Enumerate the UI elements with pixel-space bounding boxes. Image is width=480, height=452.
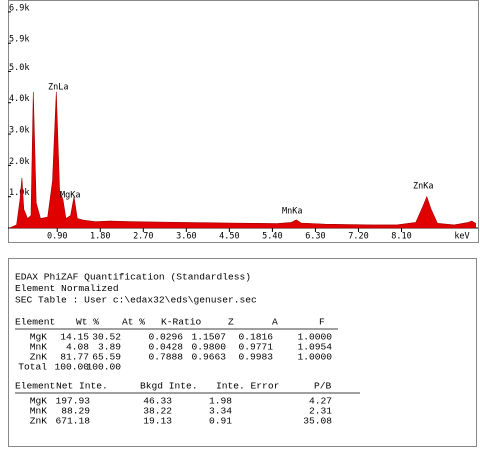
x-tick-label: 0.90 [47, 232, 67, 242]
table-cell: MnK [30, 342, 48, 353]
table-cell: 1.1507 [191, 332, 226, 343]
peak-label: ZnLa [48, 83, 68, 93]
table-header: Net Inte. [56, 381, 108, 392]
table-cell: 197.93 [55, 396, 90, 407]
table-cell: 0.0428 [148, 342, 183, 353]
table-cell: 4.08 [66, 342, 89, 353]
table-cell: 0.9800 [191, 342, 226, 353]
table-cell: 38.22 [143, 406, 172, 417]
table-header: Element [15, 317, 55, 328]
table-cell: 2.31 [309, 406, 332, 417]
x-tick-label: 7.20 [348, 232, 368, 242]
table-cell: 100.00 [86, 362, 121, 373]
table-header: P/B [314, 381, 332, 392]
table-header: Z [228, 317, 234, 328]
x-tick-label: 5.40 [262, 232, 282, 242]
table-cell: ZnK [30, 416, 48, 427]
spectrum-frame [8, 0, 479, 243]
y-tick-label: 4.0k [9, 94, 29, 104]
table-cell: MgK [30, 332, 48, 343]
y-tick-label: 1.0k [9, 188, 29, 198]
table-cell: 100.00 [54, 362, 89, 373]
table-cell: 0.91 [209, 416, 232, 427]
x-tick-label: 3.60 [176, 232, 196, 242]
table-cell: 0.1816 [238, 332, 273, 343]
table-cell: 81.77 [60, 352, 89, 363]
table-header: Element [15, 381, 55, 392]
table-cell: 1.98 [209, 396, 232, 407]
table-cell: ZnK [30, 352, 48, 363]
table-header: A [272, 317, 278, 328]
table-cell: 88.29 [61, 406, 90, 417]
table-cell: 65.59 [92, 352, 121, 363]
peak-label: MnKa [282, 207, 302, 217]
table-cell: 1.0000 [297, 332, 332, 343]
y-tick-label: 5.0k [9, 63, 29, 73]
x-tick-label: 8.10 [391, 232, 411, 242]
table-header: F [319, 317, 325, 328]
peak-label: ZnKa [413, 182, 433, 192]
x-axis-label: keV [454, 232, 469, 242]
table-cell: 35.08 [303, 416, 332, 427]
table-cell: 0.0296 [148, 332, 183, 343]
table-cell: 0.9663 [191, 352, 226, 363]
table-cell: 3.34 [209, 406, 232, 417]
table-header: Bkgd Inte. [140, 381, 198, 392]
x-tick-label: 2.70 [133, 232, 153, 242]
y-tick-label: 3.0k [9, 126, 29, 136]
x-tick-label: 6.30 [305, 232, 325, 242]
table-cell: 19.13 [143, 416, 172, 427]
table-cell: 0.9983 [238, 352, 273, 363]
table-cell: MgK [30, 396, 48, 407]
table-cell: 4.27 [309, 396, 332, 407]
table-header: Inte. Error [216, 381, 279, 392]
table-cell: Total [18, 362, 47, 373]
y-tick-label: 5.9k [9, 35, 29, 45]
table-cell: 30.52 [92, 332, 121, 343]
table-cell: 14.15 [60, 332, 89, 343]
y-tick-label: 6.9k [9, 3, 29, 13]
x-tick-label: 4.50 [219, 232, 239, 242]
table-header: K-Ratio [161, 317, 202, 328]
x-tick-label: 1.80 [90, 232, 110, 242]
table-cell: 3.89 [98, 342, 121, 353]
table-cell: 0.7888 [148, 352, 183, 363]
table-cell: MnK [30, 406, 48, 417]
table-header: At % [122, 317, 145, 328]
report-line: EDAX PhiZAF Quantification (Standardless… [15, 272, 251, 283]
table-cell: 46.33 [143, 396, 172, 407]
table-header: Wt % [76, 317, 99, 328]
report-frame [8, 258, 477, 447]
report-line: Element Normalized [15, 283, 119, 294]
report-line: SEC Table : User c:\edax32\eds\genuser.s… [15, 295, 257, 306]
peak-label: MgKa [60, 191, 80, 201]
table-cell: 1.0954 [297, 342, 332, 353]
table-cell: 1.0000 [297, 352, 332, 363]
table-cell: 671.18 [55, 416, 90, 427]
spectrum [9, 91, 476, 229]
y-tick-label: 2.0k [9, 157, 29, 167]
table-cell: 0.9771 [238, 342, 273, 353]
